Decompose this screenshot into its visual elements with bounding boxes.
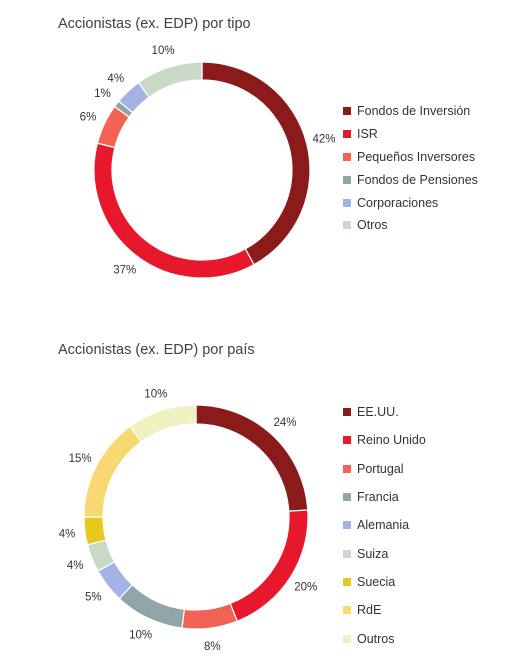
legend-label: Suecia (357, 574, 396, 589)
legend-label: Otros (357, 218, 388, 233)
legend-swatch (343, 221, 351, 230)
data-label: 4% (67, 560, 84, 572)
legend-swatch (343, 152, 351, 161)
legend-label: Francia (357, 490, 399, 505)
legend-pais: EE.UU. Reino Unido Portugal Francia Alemania… (343, 398, 426, 653)
legend-swatch (343, 577, 351, 586)
slice-reino-unido (229, 509, 309, 622)
legend-item: Suecia (343, 568, 426, 596)
data-label: 4% (107, 73, 124, 85)
legend-item: EE.UU. (343, 398, 426, 426)
slice-otros (137, 61, 203, 99)
slice-rde (83, 425, 143, 518)
legend-item: Alemania (343, 511, 426, 539)
data-label: 42% (313, 134, 336, 146)
donut-chart-tipo: 42% 37% 6% 1% 4% 10% (80, 45, 336, 279)
legend-label: Fondos de Pensiones (357, 172, 478, 187)
legend-label: Suiza (357, 546, 389, 561)
chart-title: Accionistas (ex. EDP) por país (58, 342, 255, 358)
data-label: 1% (94, 88, 111, 100)
legend-item: Suiza (343, 539, 426, 567)
chart-tipo: Accionistas (ex. EDP) por tipo 42% 37% 6% 1… (0, 0, 506, 320)
data-label: 10% (152, 45, 175, 57)
slice-outros (129, 404, 197, 443)
legend-item: RdE (343, 596, 426, 624)
data-label: 8% (204, 641, 221, 653)
legend-item: Fondos de Inversión (343, 100, 478, 123)
legend-swatch (343, 549, 351, 558)
data-label: 6% (80, 111, 97, 123)
data-label: 4% (59, 528, 76, 540)
legend-swatch (343, 408, 351, 417)
slice-portugal (181, 602, 239, 630)
legend-swatch (343, 175, 351, 184)
slice-suecia (83, 516, 107, 546)
data-label: 10% (129, 630, 152, 642)
legend-label: ISR (357, 127, 378, 142)
legend-item: Fondos de Pensiones (343, 168, 478, 191)
legend-label: Alemania (357, 518, 410, 533)
legend-label: Reino Unido (357, 433, 426, 448)
legend-item: Portugal (343, 455, 426, 483)
legend-label: EE.UU. (357, 405, 399, 420)
legend-swatch (343, 436, 351, 445)
legend-label: Corporaciones (357, 195, 439, 210)
legend-swatch (343, 464, 351, 473)
data-label: 15% (69, 453, 92, 465)
chart-title: Accionistas (ex. EDP) por tipo (58, 16, 251, 32)
legend-swatch (343, 198, 351, 207)
legend-swatch (343, 521, 351, 530)
legend-item: Outros (343, 624, 426, 652)
legend-swatch (343, 107, 351, 116)
legend-item: Pequeños Inversores (343, 146, 478, 169)
data-label: 10% (144, 388, 167, 400)
data-label: 24% (273, 417, 296, 429)
legend-swatch (343, 493, 351, 502)
legend-tipo: Fondos de Inversión ISR Pequeños Inversore… (343, 100, 478, 237)
legend-label: RdE (357, 603, 382, 618)
data-label: 5% (85, 592, 102, 604)
slice-francia (118, 583, 186, 629)
legend-swatch (343, 606, 351, 615)
legend-item: Reino Unido (343, 426, 426, 454)
legend-swatch (343, 130, 351, 139)
legend-item: ISR (343, 123, 478, 146)
legend-item: Francia (343, 483, 426, 511)
data-label: 20% (294, 582, 317, 594)
legend-swatch (343, 634, 351, 643)
legend-label: Pequeños Inversores (357, 149, 476, 164)
legend-label: Fondos de Inversión (357, 104, 471, 119)
legend-label: Outros (357, 631, 395, 646)
legend-item: Corporaciones (343, 191, 478, 214)
legend-item: Otros (343, 214, 478, 237)
data-label: 37% (113, 265, 136, 277)
legend-label: Portugal (357, 461, 404, 476)
